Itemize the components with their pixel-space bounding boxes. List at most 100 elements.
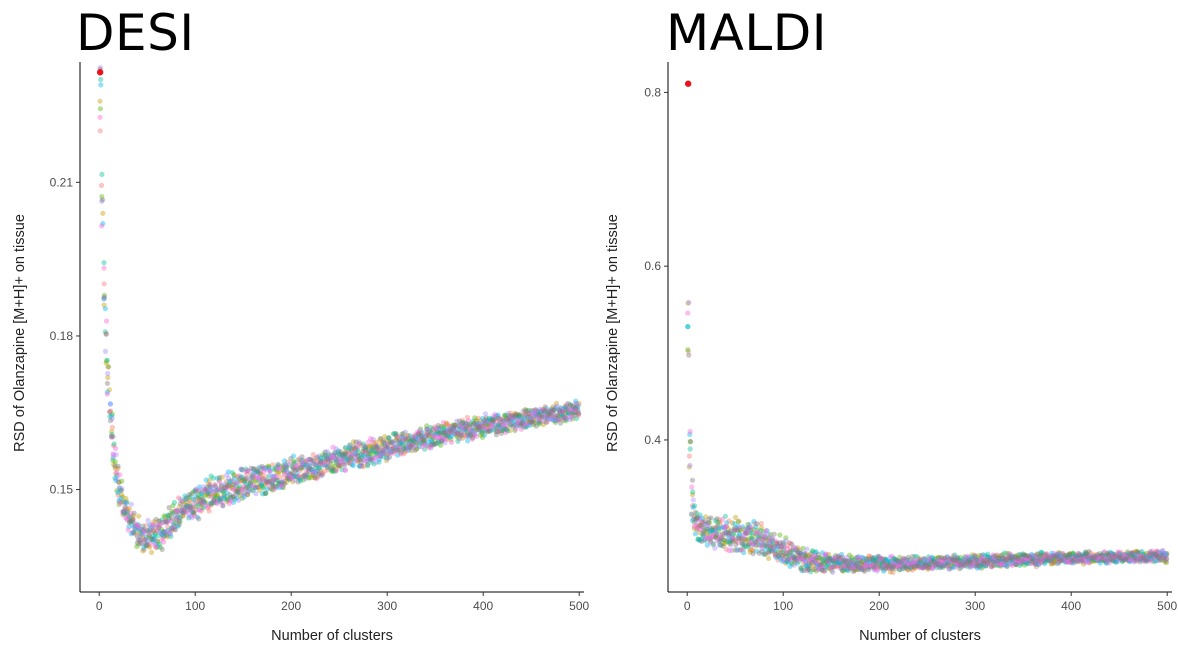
maldi-data-point	[708, 536, 714, 542]
maldi-data-point	[705, 520, 711, 526]
desi-data-point	[186, 515, 192, 521]
desi-data-point	[472, 415, 478, 421]
maldi-data-point	[939, 561, 945, 567]
maldi-data-point	[867, 563, 874, 569]
desi-data-point	[217, 495, 223, 501]
desi-y-tick-label: 0.21	[50, 175, 74, 189]
maldi-data-point	[864, 560, 871, 566]
desi-data-point	[310, 469, 316, 475]
desi-data-point	[142, 537, 148, 543]
desi-data-point	[422, 446, 428, 452]
desi-data-point	[241, 489, 247, 496]
maldi-data-point	[762, 551, 768, 557]
desi-data-point	[212, 496, 218, 502]
maldi-data-point	[713, 534, 719, 541]
desi-data-point	[452, 422, 458, 428]
desi-data-point	[545, 409, 551, 416]
desi-data-point	[345, 455, 351, 461]
maldi-data-point	[1106, 555, 1112, 561]
maldi-data-point	[780, 541, 787, 548]
desi-data-point	[247, 479, 253, 486]
maldi-data-point	[1025, 558, 1031, 565]
maldi-data-point	[697, 522, 703, 528]
desi-data-point	[547, 413, 553, 419]
maldi-data-point	[1101, 557, 1107, 563]
desi-data-point	[122, 499, 128, 505]
desi-data-point	[370, 445, 376, 451]
desi-data-point	[131, 525, 138, 531]
desi-data-point	[466, 418, 472, 424]
desi-data-point	[281, 464, 287, 470]
desi-data-point	[418, 436, 424, 442]
desi-data-point	[403, 435, 409, 441]
maldi-data-point	[849, 561, 855, 568]
desi-data-point	[240, 477, 246, 484]
desi-data-point	[270, 478, 276, 484]
desi-data-point	[182, 493, 188, 499]
maldi-data-point	[1129, 550, 1135, 557]
maldi-data-point	[1059, 551, 1065, 557]
desi-data-point	[273, 474, 279, 480]
maldi-data-point	[724, 539, 730, 545]
maldi-data-point	[1063, 557, 1070, 564]
maldi-data-point	[921, 564, 927, 570]
desi-data-point	[135, 525, 141, 531]
desi-data-point	[207, 483, 213, 489]
desi-data-point	[132, 527, 138, 533]
desi-data-point	[391, 448, 397, 454]
maldi-data-point	[745, 521, 751, 527]
desi-data-point	[180, 506, 186, 513]
desi-data-point	[297, 476, 303, 482]
maldi-data-point	[690, 503, 696, 509]
desi-data-point	[110, 434, 116, 440]
desi-data-point	[328, 452, 334, 458]
maldi-data-point	[900, 563, 906, 569]
maldi-data-point	[771, 544, 777, 550]
desi-data-point	[381, 454, 387, 460]
maldi-data-point	[1084, 551, 1090, 557]
maldi-data-point	[967, 555, 973, 562]
desi-data-point	[335, 456, 341, 462]
maldi-data-point	[749, 530, 755, 536]
maldi-data-point	[1101, 557, 1108, 563]
desi-data-point	[564, 409, 571, 415]
desi-data-point	[187, 503, 193, 509]
desi-data-point	[448, 439, 455, 445]
maldi-data-point	[1063, 552, 1070, 558]
desi-data-point	[287, 476, 293, 482]
maldi-data-point	[914, 554, 920, 560]
desi-data-point	[305, 464, 311, 470]
maldi-data-point	[786, 540, 792, 546]
maldi-data-point	[837, 560, 844, 566]
desi-data-point	[235, 488, 241, 494]
desi-data-point	[199, 501, 205, 507]
maldi-data-point	[734, 547, 740, 553]
desi-data-point	[492, 411, 498, 418]
maldi-data-point	[874, 557, 880, 563]
desi-data-point	[391, 440, 397, 446]
maldi-data-point	[861, 567, 867, 573]
desi-x-tick-label: 500	[569, 599, 589, 613]
maldi-data-point	[864, 564, 871, 570]
maldi-data-point	[1072, 553, 1078, 559]
desi-data-point	[549, 407, 555, 413]
desi-data-point	[419, 441, 425, 447]
desi-data-point	[189, 505, 195, 512]
maldi-data-point	[956, 561, 962, 567]
desi-data-point	[376, 456, 382, 462]
maldi-data-point	[931, 557, 937, 563]
desi-data-point	[220, 492, 226, 498]
maldi-data-point	[906, 557, 912, 563]
maldi-data-point	[909, 553, 916, 560]
desi-data-point	[218, 487, 224, 493]
maldi-data-point	[784, 543, 791, 549]
desi-data-point	[280, 484, 286, 490]
maldi-data-point	[1128, 555, 1134, 561]
desi-data-point	[443, 433, 449, 439]
desi-data-point	[234, 486, 240, 492]
maldi-data-point	[893, 561, 899, 567]
desi-data-point	[480, 419, 486, 426]
desi-data-point	[559, 409, 565, 415]
desi-data-point	[169, 508, 175, 514]
maldi-data-point	[686, 464, 692, 470]
